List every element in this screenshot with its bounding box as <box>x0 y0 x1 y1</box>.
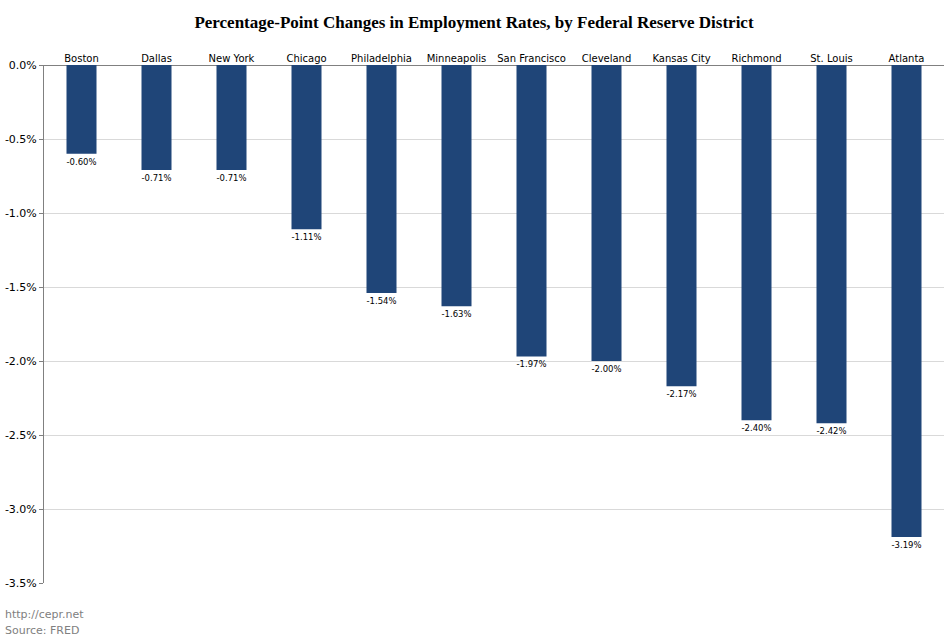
svg-text:San Francisco: San Francisco <box>497 53 566 64</box>
svg-text:Atlanta: Atlanta <box>889 53 925 64</box>
svg-text:-1.0%: -1.0% <box>5 207 37 220</box>
svg-text:-0.71%: -0.71% <box>142 173 172 183</box>
svg-text:0.0%: 0.0% <box>9 59 37 72</box>
svg-text:-2.42%: -2.42% <box>817 426 847 436</box>
svg-text:-1.11%: -1.11% <box>292 232 322 242</box>
svg-text:-2.00%: -2.00% <box>592 364 622 374</box>
svg-text:Percentage-Point Changes in Em: Percentage-Point Changes in Employment R… <box>194 13 753 32</box>
svg-text:-2.0%: -2.0% <box>5 355 37 368</box>
svg-text:-0.60%: -0.60% <box>67 157 97 167</box>
svg-text:Source: FRED: Source: FRED <box>5 624 79 637</box>
svg-text:-0.71%: -0.71% <box>217 173 247 183</box>
svg-text:-1.63%: -1.63% <box>442 309 472 319</box>
svg-text:-2.40%: -2.40% <box>742 423 772 433</box>
svg-text:New York: New York <box>209 53 255 64</box>
svg-text:-3.0%: -3.0% <box>5 503 37 516</box>
svg-text:Philadelphia: Philadelphia <box>351 53 412 64</box>
svg-text:Minneapolis: Minneapolis <box>427 53 487 64</box>
svg-text:http://cepr.net: http://cepr.net <box>5 608 84 621</box>
svg-text:St. Louis: St. Louis <box>810 53 852 64</box>
svg-text:-1.54%: -1.54% <box>367 296 397 306</box>
svg-text:-3.19%: -3.19% <box>892 540 922 550</box>
svg-text:Dallas: Dallas <box>141 53 172 64</box>
svg-text:-0.5%: -0.5% <box>5 133 37 146</box>
svg-text:Cleveland: Cleveland <box>582 53 632 64</box>
svg-text:Richmond: Richmond <box>731 53 781 64</box>
svg-text:Kansas City: Kansas City <box>652 53 710 64</box>
svg-text:-1.5%: -1.5% <box>5 281 37 294</box>
svg-text:-2.17%: -2.17% <box>667 389 697 399</box>
svg-text:Chicago: Chicago <box>286 53 326 64</box>
svg-text:Boston: Boston <box>64 53 99 64</box>
svg-text:-3.5%: -3.5% <box>5 577 37 590</box>
svg-text:-1.97%: -1.97% <box>517 359 547 369</box>
svg-text:-2.5%: -2.5% <box>5 429 37 442</box>
